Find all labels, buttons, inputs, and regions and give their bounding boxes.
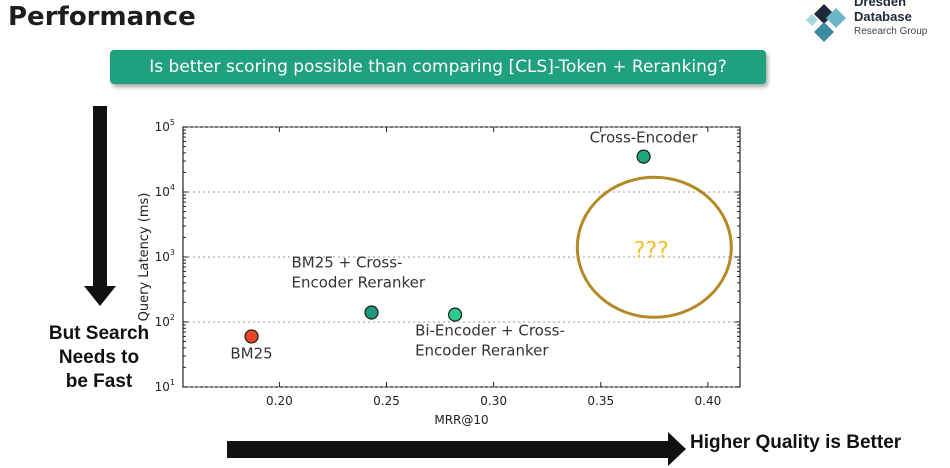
- side-note-line-3: be Fast: [65, 371, 133, 392]
- x-tick-label: 0.25: [373, 394, 400, 408]
- data-point: [636, 149, 651, 164]
- bottom-note: Higher Quality is Better: [690, 432, 902, 453]
- question-highlight-circle: [575, 175, 733, 319]
- logo-line-3: Research Group: [854, 26, 928, 37]
- data-point-label: BM25 + Cross-: [292, 254, 403, 272]
- side-note-line-1: But Search: [48, 323, 150, 344]
- logo-line-1: Dresden: [854, 0, 907, 9]
- data-point: [244, 329, 259, 344]
- data-point: [364, 305, 379, 320]
- x-tick-label: 0.30: [480, 394, 507, 408]
- y-tick-label: 104: [155, 183, 175, 199]
- y-tick-label: 103: [155, 248, 175, 264]
- data-point-label: Encoder Reranker: [415, 342, 549, 360]
- y-axis-label: Query Latency (ms): [137, 193, 152, 322]
- side-note-line-2: Needs to: [58, 347, 140, 368]
- x-tick-label: 0.20: [266, 394, 293, 408]
- slide-title: Performance: [8, 2, 196, 32]
- dresden-database-logo: Dresden Database Research Group: [806, 0, 946, 44]
- data-point-label: Bi-Encoder + Cross-: [415, 322, 565, 340]
- logo-diamond-icon: [806, 4, 846, 42]
- x-axis-label: MRR@10: [434, 413, 488, 427]
- data-point-label: Encoder Reranker: [292, 274, 426, 292]
- x-tick-label: 0.35: [587, 394, 614, 408]
- latency-arrow-shaft: [93, 106, 107, 286]
- y-tick-exponent: 1: [170, 378, 175, 387]
- quality-arrow-head: [668, 432, 686, 466]
- data-point-label: Cross-Encoder: [590, 129, 699, 147]
- question-banner: Is better scoring possible than comparin…: [110, 50, 766, 84]
- y-tick-exponent: 3: [170, 248, 175, 257]
- y-tick-exponent: 4: [170, 183, 175, 192]
- y-tick-exponent: 2: [170, 313, 175, 322]
- logo-line-2: Database: [854, 9, 912, 24]
- latency-arrow-head: [84, 286, 116, 306]
- y-tick-exponent: 5: [170, 118, 175, 127]
- question-marks-label: ???: [634, 238, 669, 263]
- y-tick-label: 105: [155, 118, 175, 134]
- x-tick-label: 0.40: [695, 394, 722, 408]
- data-point: [447, 307, 463, 322]
- data-point-label: BM25: [230, 344, 272, 362]
- side-note: But Search Needs to be Fast: [4, 322, 194, 394]
- quality-arrow-shaft: [227, 441, 671, 458]
